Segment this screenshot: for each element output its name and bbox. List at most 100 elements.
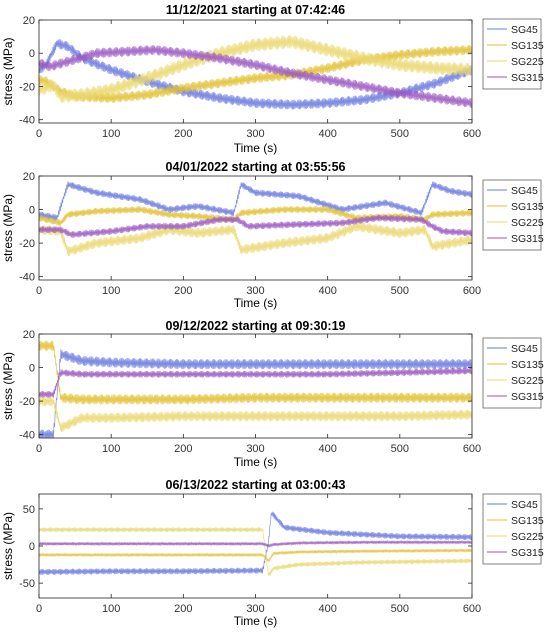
legend: SG45 SG135 SG225 SG315 <box>482 179 544 251</box>
series-line-sg225 <box>39 396 472 433</box>
series-line-sg45 <box>39 181 472 221</box>
x-tick-label: 200 <box>174 285 192 297</box>
series-line-sg45 <box>39 511 472 575</box>
y-tick-label: -20 <box>19 81 35 93</box>
y-tick-label: 0 <box>29 541 35 553</box>
chart-panel-2: 0 100 200 300 400 500 600 -40 -20 0 20 04/01/2022 s… <box>1 160 544 310</box>
series-line-sg135 <box>39 45 472 103</box>
x-tick-label: 500 <box>391 603 409 615</box>
x-tick-label: 500 <box>391 443 409 455</box>
legend-label-sg225: SG225 <box>511 531 544 543</box>
x-tick-label: 0 <box>36 285 42 297</box>
x-axis-label: Time (s) <box>234 455 278 469</box>
y-tick-label: 20 <box>23 15 35 27</box>
series-line-sg225 <box>39 35 472 103</box>
legend-label-sg45: SG45 <box>511 499 538 511</box>
chart-title: 06/13/2022 starting at 03:00:43 <box>166 478 346 492</box>
y-tick-label: 20 <box>23 171 35 183</box>
legend: SG45 SG135 SG225 SG315 <box>482 337 544 409</box>
y-tick-label: 0 <box>29 363 35 375</box>
legend-label-sg315: SG315 <box>511 72 544 84</box>
series-group <box>39 181 472 257</box>
legend-label-sg225: SG225 <box>511 217 544 229</box>
legend: SG45 SG135 SG225 SG315 <box>482 493 544 565</box>
y-tick-label: 50 <box>23 504 35 516</box>
legend-label-sg135: SG135 <box>511 40 544 52</box>
x-tick-label: 500 <box>391 285 409 297</box>
y-tick-label: -20 <box>19 396 35 408</box>
legend-label-sg135: SG135 <box>511 359 544 371</box>
y-tick-label: 0 <box>29 48 35 60</box>
legend-label-sg315: SG315 <box>511 547 544 559</box>
legend: SG45 SG135 SG225 SG315 <box>482 18 544 90</box>
legend-label-sg135: SG135 <box>511 201 544 213</box>
legend-label-sg225: SG225 <box>511 375 544 387</box>
x-tick-label: 200 <box>174 128 192 140</box>
series-group <box>39 340 472 438</box>
x-tick-label: 600 <box>463 128 481 140</box>
x-tick-label: 300 <box>246 443 264 455</box>
chart-title: 04/01/2022 starting at 03:55:56 <box>166 160 346 174</box>
chart-title: 11/12/2021 starting at 07:42:46 <box>166 3 345 17</box>
y-tick-label: -40 <box>19 272 35 284</box>
x-tick-label: 600 <box>463 285 481 297</box>
x-tick-label: 0 <box>36 128 42 140</box>
x-tick-label: 600 <box>463 603 481 615</box>
series-line-sg315 <box>39 214 472 238</box>
y-tick-label: -40 <box>19 115 35 127</box>
x-tick-label: 0 <box>36 603 42 615</box>
legend-label-sg315: SG315 <box>511 233 544 245</box>
legend-label-sg135: SG135 <box>511 515 544 527</box>
x-tick-label: 200 <box>174 603 192 615</box>
series-line-sg315 <box>39 367 472 398</box>
legend-label-sg315: SG315 <box>511 391 544 403</box>
y-axis-label: stress (MPa) <box>1 512 15 580</box>
legend-label-sg45: SG45 <box>511 24 538 36</box>
series-line-sg45 <box>39 349 472 438</box>
chart-title: 09/12/2022 starting at 09:30:19 <box>166 319 346 333</box>
series-line-sg135 <box>39 340 472 405</box>
y-tick-label: -50 <box>19 578 35 590</box>
x-tick-label: 300 <box>246 128 264 140</box>
y-axis-label: stress (MPa) <box>1 352 15 420</box>
series-line-sg315 <box>39 45 472 109</box>
axes-box <box>38 493 473 599</box>
x-tick-label: 100 <box>102 285 120 297</box>
series-line-sg135 <box>39 548 472 562</box>
x-tick-label: 600 <box>463 443 481 455</box>
chart-panel-1: 0 100 200 300 400 500 600 -40 -20 0 20 11/12/2021 s… <box>1 3 544 155</box>
chart-panel-3: 0 100 200 300 400 500 600 -40 -20 0 20 09/12/2022 s… <box>1 319 544 469</box>
series-line-sg225 <box>39 221 472 257</box>
x-tick-label: 200 <box>174 443 192 455</box>
x-tick-label: 500 <box>391 128 409 140</box>
x-tick-label: 300 <box>246 285 264 297</box>
y-tick-label: 0 <box>29 205 35 217</box>
x-tick-label: 400 <box>318 285 336 297</box>
legend-label-sg225: SG225 <box>511 56 544 68</box>
x-axis-label: Time (s) <box>234 141 278 155</box>
x-tick-label: 100 <box>102 603 120 615</box>
y-tick-label: -20 <box>19 238 35 250</box>
y-axis-label: stress (MPa) <box>1 194 15 262</box>
series-line-sg225 <box>39 527 472 577</box>
x-tick-label: 400 <box>318 603 336 615</box>
legend-label-sg45: SG45 <box>511 343 538 355</box>
series-line-sg135 <box>39 206 472 226</box>
series-group <box>39 35 472 110</box>
series-group <box>39 511 472 577</box>
y-tick-label: 20 <box>23 329 35 341</box>
x-tick-label: 300 <box>246 603 264 615</box>
series-line-sg315 <box>39 539 472 548</box>
y-tick-label: -40 <box>19 430 35 442</box>
x-tick-label: 0 <box>36 443 42 455</box>
legend-label-sg45: SG45 <box>511 185 538 197</box>
x-axis-label: Time (s) <box>234 296 278 310</box>
x-tick-label: 400 <box>318 128 336 140</box>
chart-panel-4: 0 100 200 300 400 500 600 -50 0 50 06/13/2022 star… <box>1 478 544 628</box>
x-tick-label: 400 <box>318 443 336 455</box>
x-axis-label: Time (s) <box>234 614 278 628</box>
x-tick-label: 100 <box>102 128 120 140</box>
y-axis-label: stress (MPa) <box>1 37 15 105</box>
x-tick-label: 100 <box>102 443 120 455</box>
